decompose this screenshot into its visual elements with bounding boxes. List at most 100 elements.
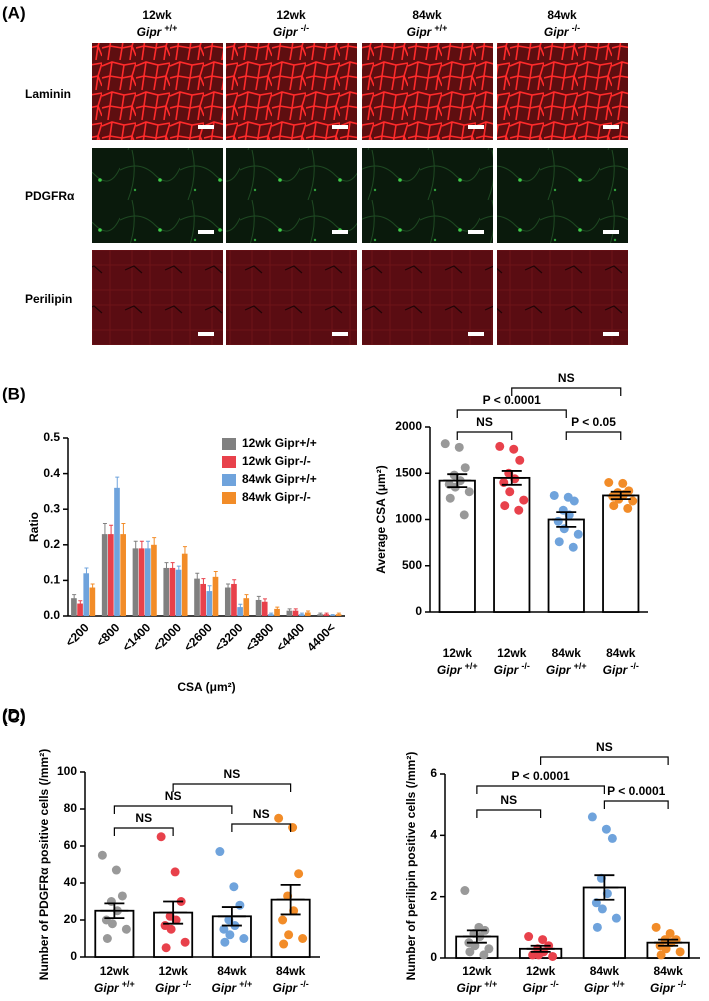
genotype: +/+ (434, 23, 447, 33)
scale-bar (332, 332, 348, 336)
data-point (601, 824, 611, 834)
bar (261, 601, 268, 616)
significance-label: NS (253, 807, 270, 821)
scale-bar (198, 125, 214, 129)
data-point (592, 922, 602, 932)
bar (132, 548, 139, 616)
bar (292, 610, 299, 616)
micrograph (226, 250, 357, 345)
data-point (675, 947, 685, 957)
error-bar (139, 540, 144, 556)
gene: Gipr (155, 981, 181, 995)
data-point (553, 516, 563, 526)
data-point (111, 865, 121, 875)
x-tick-label: <2600 (181, 620, 215, 654)
y-tick-label: 0.3 (43, 501, 60, 515)
y-tick-label: 1000 (395, 512, 422, 526)
error-bar (109, 524, 114, 544)
y-tick-label: 0 (430, 950, 437, 964)
error-bar (330, 614, 335, 616)
y-axis-label: Ratio (27, 512, 41, 542)
data-point (235, 900, 245, 910)
data-point (278, 915, 288, 925)
y-tick-label: 0.1 (43, 573, 60, 587)
error-bar (232, 579, 237, 589)
panel-label: (A) (2, 3, 26, 22)
y-tick-label: 1500 (395, 465, 422, 479)
data-point (298, 934, 308, 943)
bar (151, 544, 157, 616)
error-bar (276, 883, 305, 916)
micrograph (226, 148, 357, 243)
gene: Gipr (544, 25, 570, 39)
data-point (239, 934, 249, 943)
significance-bracket (476, 785, 605, 794)
x-tick-label: <1400 (120, 620, 154, 654)
error-bar (654, 938, 683, 947)
significance-label: NS (224, 767, 241, 781)
bar (231, 583, 237, 616)
genotype: -/- (300, 979, 309, 989)
error-bar (269, 612, 274, 616)
error-bar (497, 470, 526, 486)
data-point (505, 487, 515, 497)
data-point (623, 503, 633, 513)
error-bar (72, 594, 77, 602)
gene: Gipr (273, 981, 299, 995)
data-point (180, 937, 190, 947)
label-genotype: Gipr +/+ (94, 979, 135, 995)
significance-bracket (511, 387, 622, 396)
micrograph (92, 148, 223, 243)
data-point (495, 441, 505, 451)
micrograph (226, 43, 357, 140)
legend-label: 84wk Gipr+/+ (242, 472, 317, 486)
data-point (445, 493, 455, 503)
error-bar (462, 929, 491, 944)
data-point (479, 950, 489, 960)
data-point (538, 935, 548, 945)
y-tick-label: 6 (430, 766, 437, 780)
error-bar (182, 546, 187, 561)
data-point (465, 947, 475, 957)
gene: Gipr (494, 663, 520, 677)
error-bar (115, 476, 120, 499)
data-point (220, 937, 230, 947)
label-genotype: Gipr +/+ (546, 661, 587, 677)
error-bar (152, 537, 157, 552)
micrograph (497, 43, 628, 140)
data-point (166, 924, 176, 934)
significance-bracket (540, 756, 669, 765)
error-bar (133, 540, 138, 556)
y-tick-label: 80 (64, 801, 78, 815)
y-tick-label: 500 (402, 558, 422, 572)
data-point (549, 490, 559, 500)
error-bar (244, 594, 249, 602)
label-age: 84wk (276, 964, 306, 978)
error-bar (90, 583, 95, 592)
gene: Gipr (650, 981, 676, 995)
genotype: +/+ (612, 979, 625, 989)
genotype: +/+ (122, 979, 135, 989)
scale-bar (332, 230, 348, 234)
data-point (454, 442, 464, 452)
data-point (219, 924, 229, 934)
y-tick-label: 2 (430, 889, 437, 903)
data-point (665, 928, 675, 938)
significance-bracket (113, 805, 233, 814)
genotype: -/- (550, 979, 559, 989)
data-point (554, 537, 564, 547)
significance-label: NS (558, 371, 575, 385)
y-tick-label: 0.5 (43, 430, 60, 444)
data-point (611, 913, 621, 923)
data-point (459, 510, 469, 520)
error-bar (226, 583, 231, 592)
data-point (519, 495, 529, 505)
bar (77, 603, 83, 616)
error-bar (526, 944, 555, 953)
x-tick-label: <3200 (212, 620, 246, 654)
data-point (156, 832, 166, 842)
label-age: 12wk (497, 646, 527, 660)
error-bar (170, 562, 175, 574)
scale-bar (603, 125, 619, 129)
